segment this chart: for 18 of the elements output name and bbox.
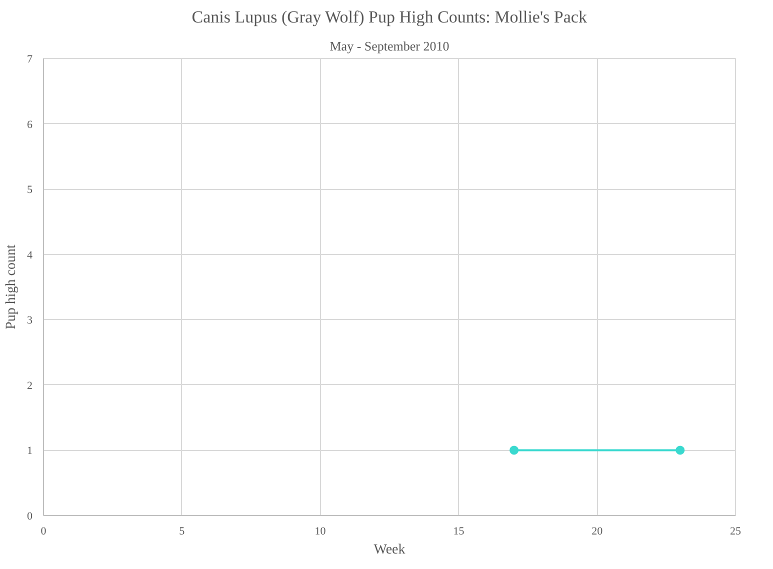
y-tick-label: 6 — [27, 118, 33, 131]
x-axis-title: Week — [374, 542, 406, 558]
chart-subtitle: May - September 2010 — [330, 38, 450, 54]
y-tick-label: 5 — [27, 184, 33, 196]
y-tick-label: 3 — [27, 314, 33, 327]
x-tick-label: 25 — [730, 526, 742, 538]
x-tick-label: 15 — [453, 526, 465, 538]
x-tick-label: 20 — [592, 526, 604, 538]
y-tick-label: 1 — [27, 445, 32, 458]
x-tick-label: 5 — [179, 526, 186, 538]
y-tick-label: 7 — [27, 54, 33, 66]
x-tick-label: 0 — [40, 526, 47, 538]
y-axis-title: Pup high count — [4, 244, 19, 330]
y-tick-label: 0 — [27, 510, 33, 522]
chart-title: Canis Lupus (Gray Wolf) Pup High Counts: Mollie's Pack — [192, 8, 588, 26]
y-tick-label: 2 — [27, 380, 32, 392]
y-tick-label: 4 — [27, 249, 33, 262]
x-tick-label: 10 — [314, 526, 326, 538]
